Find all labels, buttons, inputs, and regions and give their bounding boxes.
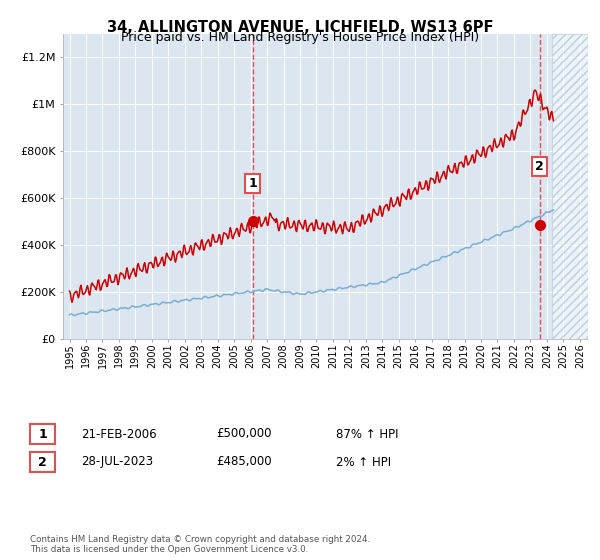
Text: Contains HM Land Registry data © Crown copyright and database right 2024.
This d: Contains HM Land Registry data © Crown c… (30, 535, 370, 554)
Text: 34, ALLINGTON AVENUE, LICHFIELD, WS13 6PF: 34, ALLINGTON AVENUE, LICHFIELD, WS13 6P… (107, 20, 493, 35)
Text: 2: 2 (535, 160, 544, 172)
Bar (552, 34, 588, 339)
Text: 2% ↑ HPI: 2% ↑ HPI (336, 455, 391, 469)
Text: Price paid vs. HM Land Registry's House Price Index (HPI): Price paid vs. HM Land Registry's House … (121, 31, 479, 44)
Text: £500,000: £500,000 (216, 427, 271, 441)
Text: 1: 1 (248, 178, 257, 190)
Text: £485,000: £485,000 (216, 455, 272, 469)
Text: 87% ↑ HPI: 87% ↑ HPI (336, 427, 398, 441)
Legend: 34, ALLINGTON AVENUE, LICHFIELD, WS13 6PF (detached house), HPI: Average price, : 34, ALLINGTON AVENUE, LICHFIELD, WS13 6P… (35, 362, 440, 400)
Text: 2: 2 (38, 455, 47, 469)
Text: 21-FEB-2006: 21-FEB-2006 (81, 427, 157, 441)
Text: 1: 1 (38, 427, 47, 441)
Bar (552, 34, 588, 339)
Text: 28-JUL-2023: 28-JUL-2023 (81, 455, 153, 469)
